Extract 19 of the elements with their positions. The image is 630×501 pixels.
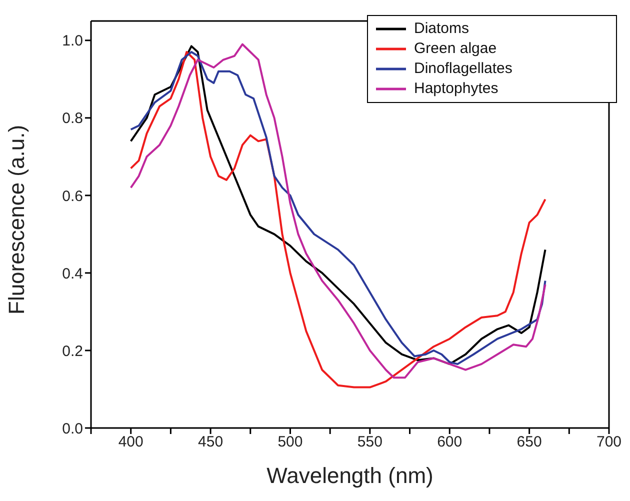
y-axis-title: Fluorescence (a.u.) [4, 124, 29, 314]
x-tick-label: 400 [118, 434, 144, 451]
legend-label: Green algae [414, 39, 497, 59]
y-tick-label: 0.0 [62, 420, 83, 438]
x-tick-label: 550 [357, 434, 382, 451]
x-tick-label: 450 [198, 434, 224, 451]
y-tick-label: 0.6 [62, 188, 83, 205]
x-tick-label: 600 [437, 434, 462, 451]
legend-label: Haptophytes [414, 79, 498, 99]
x-tick-label: 650 [516, 434, 542, 451]
legend-label: Diatoms [414, 19, 470, 39]
x-tick-label: 700 [596, 434, 622, 451]
legend-label: Dinoflagellates [414, 59, 512, 79]
y-tick-label: 0.2 [62, 342, 83, 360]
y-tick-label: 0.4 [62, 265, 83, 282]
y-tick-label: 1.0 [62, 32, 83, 50]
y-tick-label: 0.8 [62, 110, 83, 128]
x-tick-label: 500 [278, 434, 303, 451]
x-axis-title: Wavelength (nm) [266, 463, 434, 488]
